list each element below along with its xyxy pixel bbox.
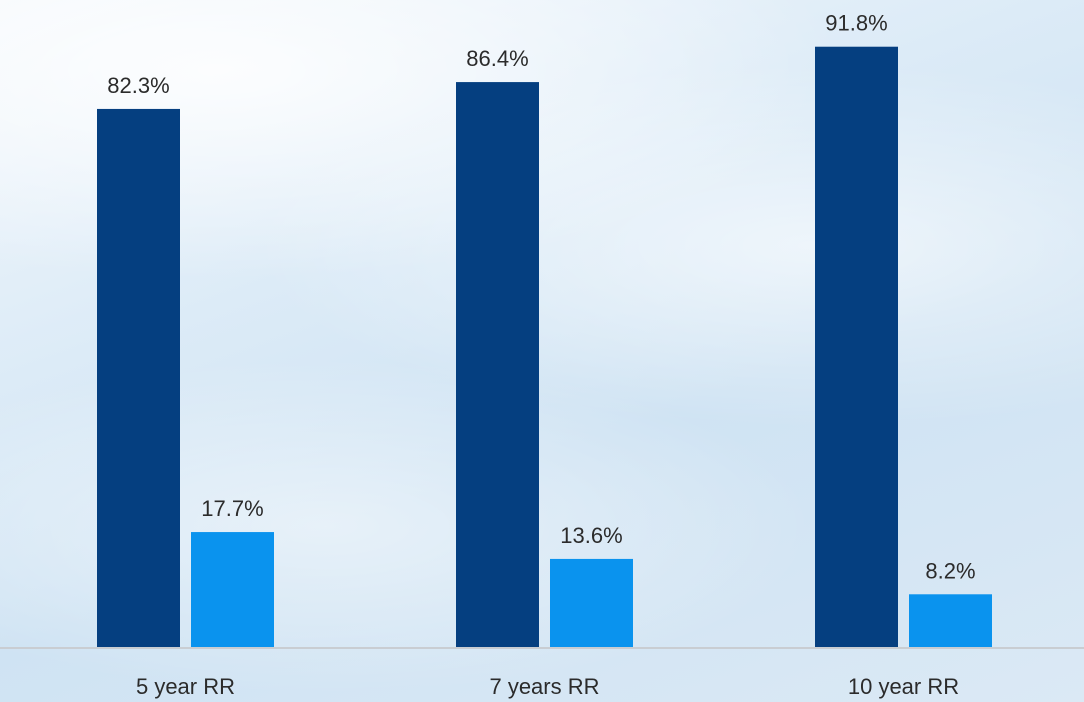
category-labels-group: 5 year RR 7 years RR 10 year RR <box>136 674 959 699</box>
bar-s2-3 <box>909 594 992 648</box>
bar-s1-3 <box>815 46 898 648</box>
category-label-2: 7 years RR <box>489 674 599 699</box>
bar-s1-1 <box>97 108 180 648</box>
category-label-3: 10 year RR <box>848 674 959 699</box>
value-label-s1-1: 82.3% <box>107 73 169 98</box>
bar-s1-2 <box>456 82 539 648</box>
bars-group <box>97 46 992 648</box>
value-label-s1-3: 91.8% <box>825 11 887 36</box>
value-label-s2-2: 13.6% <box>560 523 622 548</box>
value-label-s1-2: 86.4% <box>466 46 528 71</box>
category-label-1: 5 year RR <box>136 674 235 699</box>
value-label-s2-3: 8.2% <box>925 558 975 583</box>
value-labels-group: 82.3% 17.7% 86.4% 13.6% 91.8% 8.2% <box>107 11 975 584</box>
value-label-s2-1: 17.7% <box>201 496 263 521</box>
bar-s2-1 <box>191 532 274 648</box>
bar-s2-2 <box>550 558 633 648</box>
